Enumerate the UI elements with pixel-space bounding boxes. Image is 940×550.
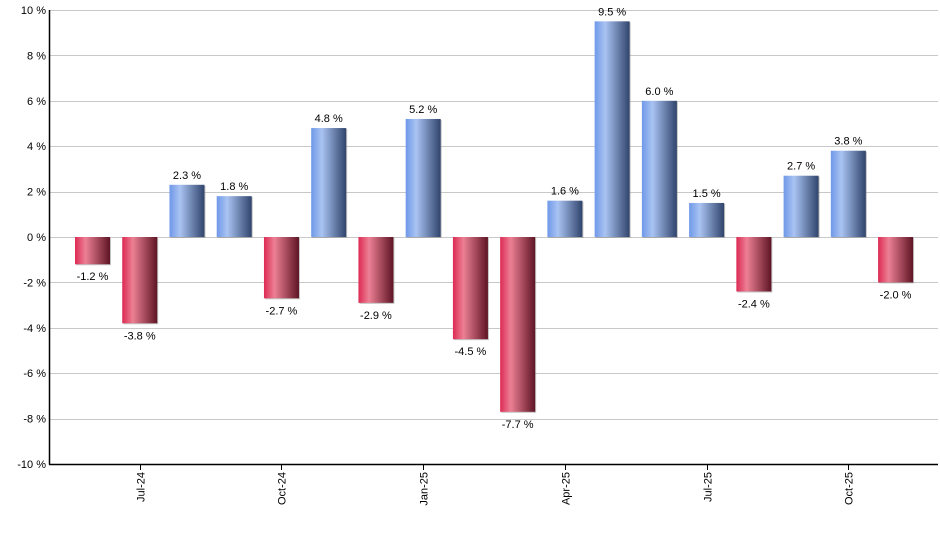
bar-positive xyxy=(641,100,677,237)
x-tick-label: Jul-24 xyxy=(136,472,148,502)
bar-negative xyxy=(263,237,299,299)
bar-positive xyxy=(405,118,441,237)
bar-negative xyxy=(452,237,488,340)
y-tick-label: 2 % xyxy=(27,187,46,199)
bar-positive xyxy=(689,202,725,237)
x-tick-label: Jul-25 xyxy=(703,472,715,502)
y-tick-label: 6 % xyxy=(27,96,46,108)
y-tick-label: -10 % xyxy=(17,459,46,471)
x-tick-label: Jan-25 xyxy=(419,472,431,506)
data-label: 5.2 % xyxy=(409,104,437,116)
data-label: 3.8 % xyxy=(834,136,862,148)
data-label: 2.7 % xyxy=(787,161,815,173)
x-tick-label: Oct-25 xyxy=(844,472,856,505)
axes xyxy=(48,10,938,470)
data-label: -3.8 % xyxy=(124,330,156,342)
y-axis-tick-labels: -10 % -8 % -6 % -4 % -2 % 0 % 2 % 4 % 6 % 8 % 10 % xyxy=(17,5,46,471)
bar-positive xyxy=(216,196,252,237)
y-tick-label: 8 % xyxy=(27,50,46,62)
bar-positive xyxy=(169,184,205,237)
bar-positive xyxy=(830,150,866,237)
bar-positive xyxy=(783,175,819,237)
data-label: -7.7 % xyxy=(502,419,534,431)
y-tick-label: -2 % xyxy=(23,277,46,289)
bar-negative xyxy=(122,237,158,324)
bars xyxy=(75,21,915,413)
bar-positive xyxy=(547,200,583,237)
bar-negative xyxy=(358,237,394,303)
x-axis-tick-labels: Jul-24 Oct-24 Jan-25 Apr-25 Jul-25 Oct-25 xyxy=(136,472,856,506)
data-label: 1.8 % xyxy=(220,181,248,193)
data-label: -1.2 % xyxy=(77,271,109,283)
data-label: 1.6 % xyxy=(551,186,579,198)
data-label: 6.0 % xyxy=(645,86,673,98)
data-label: -2.0 % xyxy=(880,289,912,301)
x-tick-label: Apr-25 xyxy=(561,472,573,505)
bar-positive xyxy=(311,128,347,237)
data-label: -2.7 % xyxy=(266,305,298,317)
y-tick-label: -8 % xyxy=(23,414,46,426)
y-tick-label: -4 % xyxy=(23,323,46,335)
data-label: -4.5 % xyxy=(455,346,487,358)
bar-negative xyxy=(736,237,772,292)
data-label: -2.9 % xyxy=(360,310,392,322)
y-tick-label: 4 % xyxy=(27,141,46,153)
y-tick-label: -6 % xyxy=(23,368,46,380)
data-label: 9.5 % xyxy=(598,6,626,18)
bar-negative xyxy=(500,237,536,412)
data-label: 2.3 % xyxy=(173,170,201,182)
y-tick-label: 10 % xyxy=(21,5,46,17)
data-labels: -1.2 % -3.8 % 2.3 % 1.8 % -2.7 % 4.8 % -2.9 % 5… xyxy=(77,6,912,430)
data-label: 1.5 % xyxy=(693,188,721,200)
bar-negative xyxy=(878,237,914,283)
bar-negative xyxy=(75,237,110,265)
data-label: -2.4 % xyxy=(738,298,770,310)
bar-positive xyxy=(594,21,630,237)
y-tick-label: 0 % xyxy=(27,232,46,244)
data-label: 4.8 % xyxy=(315,113,343,125)
x-tick-label: Oct-24 xyxy=(277,472,289,505)
